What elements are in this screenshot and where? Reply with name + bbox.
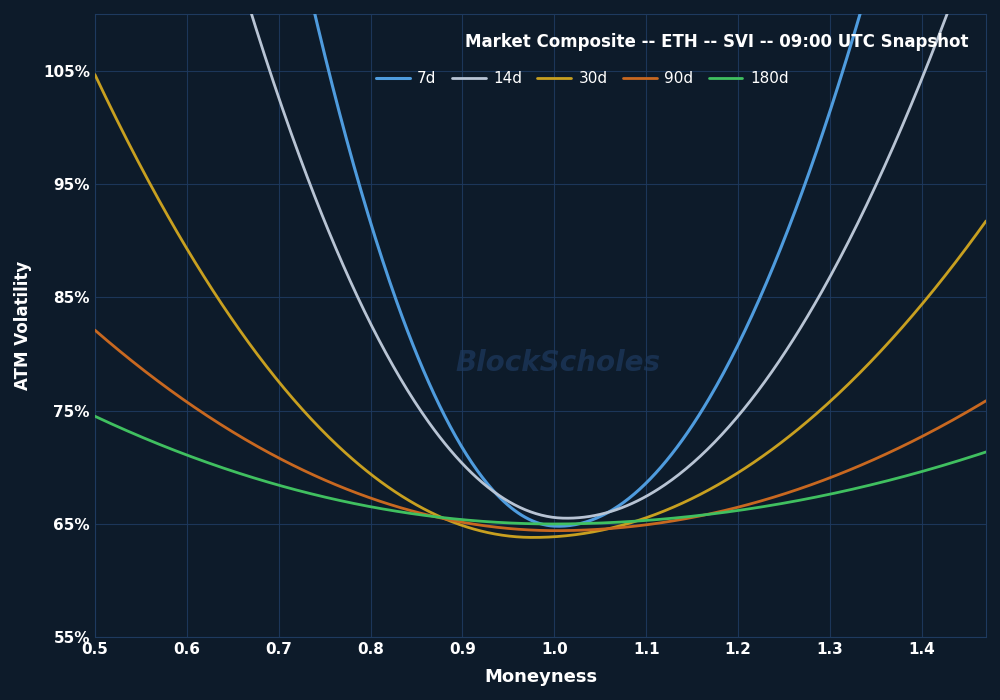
Line: 180d: 180d — [95, 416, 986, 524]
180d — [548, 520, 560, 528]
180d — [960, 454, 972, 463]
X-axis label: Moneyness: Moneyness — [484, 668, 597, 686]
30d — [960, 244, 972, 252]
14d — [573, 514, 585, 522]
180d — [573, 519, 585, 528]
30d — [512, 533, 524, 541]
30d — [526, 533, 538, 542]
14d — [518, 505, 530, 513]
14d — [560, 514, 572, 522]
90d — [960, 408, 972, 416]
90d — [573, 526, 585, 535]
Legend: 7d, 14d, 30d, 90d, 180d: 7d, 14d, 30d, 90d, 180d — [370, 65, 795, 92]
30d — [518, 533, 530, 541]
90d — [551, 526, 563, 535]
Line: 90d: 90d — [95, 330, 986, 531]
90d — [512, 525, 524, 533]
7d — [621, 496, 633, 504]
Text: Market Composite -- ETH -- SVI -- 09:00 UTC Snapshot: Market Composite -- ETH -- SVI -- 09:00 … — [465, 33, 968, 50]
7d — [518, 512, 530, 521]
14d — [512, 503, 524, 511]
7d — [573, 519, 585, 528]
Line: 30d: 30d — [95, 74, 986, 538]
90d — [89, 326, 101, 335]
7d — [553, 522, 565, 531]
180d — [518, 519, 530, 528]
180d — [512, 519, 524, 528]
90d — [980, 396, 992, 405]
30d — [89, 70, 101, 78]
90d — [621, 523, 633, 531]
30d — [573, 530, 585, 538]
30d — [980, 217, 992, 225]
180d — [821, 491, 833, 499]
90d — [518, 526, 530, 534]
30d — [621, 519, 633, 528]
180d — [980, 448, 992, 456]
7d — [512, 509, 524, 517]
14d — [821, 278, 833, 286]
90d — [821, 475, 833, 483]
Line: 14d: 14d — [95, 0, 986, 518]
180d — [621, 517, 633, 526]
180d — [89, 412, 101, 421]
Y-axis label: ATM Volatility: ATM Volatility — [14, 261, 32, 390]
Line: 7d: 7d — [95, 0, 986, 526]
30d — [821, 400, 833, 408]
14d — [621, 501, 633, 510]
Text: BlockScholes: BlockScholes — [456, 349, 661, 377]
7d — [821, 116, 833, 124]
